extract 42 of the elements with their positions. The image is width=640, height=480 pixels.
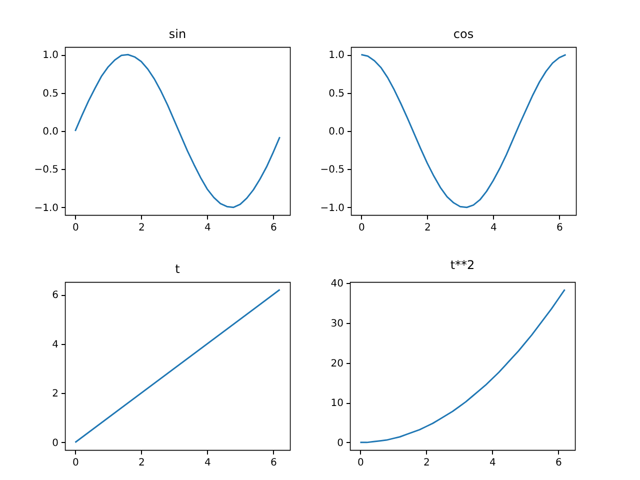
x-tick-label: 4 bbox=[204, 222, 211, 234]
x-tick-label: 6 bbox=[270, 458, 277, 468]
line-series bbox=[74, 54, 281, 208]
y-tick-label: −0.5 bbox=[34, 164, 58, 176]
x-tick-label: 6 bbox=[270, 222, 277, 234]
y-tick-label: −0.5 bbox=[320, 164, 344, 176]
y-tick-label: 2 bbox=[52, 388, 58, 400]
y-tick-label: 0 bbox=[337, 438, 344, 449]
x-tick-label: 2 bbox=[424, 222, 431, 234]
x-tick-label: 6 bbox=[556, 222, 563, 234]
x-tick-label: 0 bbox=[72, 458, 79, 468]
y-tick-label: 0.5 bbox=[42, 88, 58, 100]
x-tick-label: 2 bbox=[424, 458, 430, 468]
y-tick-label: −1.0 bbox=[320, 202, 344, 214]
y-tick-label: 0.0 bbox=[42, 126, 58, 138]
x-tick-label: 0 bbox=[358, 222, 365, 234]
chart-title: t bbox=[175, 262, 180, 276]
x-tick-label: 2 bbox=[138, 222, 145, 234]
x-tick-label: 2 bbox=[138, 458, 145, 468]
chart-title: sin bbox=[168, 27, 186, 41]
line-series bbox=[360, 54, 567, 208]
y-tick-label: 0.5 bbox=[328, 88, 344, 100]
chart-title: cos bbox=[453, 27, 474, 41]
y-tick-label: 1.0 bbox=[42, 50, 58, 62]
y-tick-label: 10 bbox=[330, 398, 344, 410]
x-tick-label: 4 bbox=[490, 458, 496, 468]
y-tick-label: 6 bbox=[52, 290, 58, 302]
y-tick-label: 1.0 bbox=[328, 50, 344, 62]
y-tick-label: 4 bbox=[52, 339, 58, 350]
x-tick-label: 4 bbox=[204, 458, 211, 468]
y-tick-label: 30 bbox=[330, 318, 344, 330]
y-tick-label: 0.0 bbox=[328, 126, 344, 138]
x-tick-label: 0 bbox=[72, 222, 79, 234]
y-tick-label: 20 bbox=[330, 358, 344, 370]
line-series bbox=[359, 288, 566, 444]
x-tick-label: 6 bbox=[555, 458, 562, 468]
y-tick-label: 40 bbox=[330, 278, 344, 290]
x-tick-label: 0 bbox=[358, 458, 364, 468]
y-tick-label: 0 bbox=[52, 438, 58, 449]
y-tick-label: −1.0 bbox=[34, 202, 58, 214]
chart-title: t**2 bbox=[450, 258, 475, 272]
x-tick-label: 4 bbox=[490, 222, 497, 234]
